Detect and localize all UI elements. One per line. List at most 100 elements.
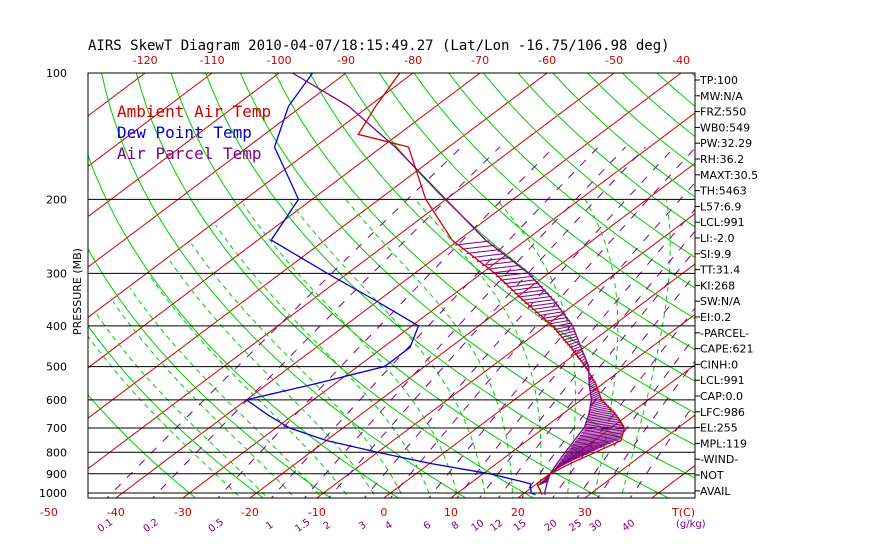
top-temperature-axis: -120 -110 -100 -90 -80 -70 -60 -50 -40	[133, 54, 690, 67]
mixing-ratio-line	[629, 402, 695, 498]
cape-hatch-line	[528, 302, 558, 308]
legend-entry: Dew Point Temp	[117, 123, 252, 142]
chart-title: AIRS SkewT Diagram 2010-04-07/18:15:49.2…	[88, 38, 670, 54]
legend-entry: Ambient Air Temp	[117, 102, 271, 121]
cape-hatch-line	[560, 456, 581, 462]
pressure-tick-label: 700	[46, 422, 67, 435]
cape-hatch-line	[562, 335, 578, 341]
cape-hatch-line	[503, 279, 537, 285]
bottom-temp-tick-label: -50	[40, 506, 58, 519]
bottom-temp-tick-label: 10	[444, 506, 458, 519]
cape-hatch-line	[561, 455, 584, 461]
mixing-ratio-label: 20	[543, 518, 560, 534]
cape-hatch-line	[562, 453, 587, 459]
cape-hatch-line	[584, 423, 624, 429]
isotherm-line	[517, 364, 695, 498]
index-label: TT:31.4	[699, 264, 740, 277]
cape-hatch-line	[548, 319, 570, 325]
moist-adiabat-line	[96, 313, 269, 498]
index-label: KI:268	[700, 279, 735, 292]
bottom-temp-tick-label: 0	[380, 506, 387, 519]
cape-hatch-line	[590, 392, 600, 398]
cape-hatch-line	[482, 260, 516, 266]
index-label: SI:9.9	[700, 248, 731, 261]
dry-adiabat-line	[656, 73, 695, 108]
mixing-ratio-line	[521, 273, 695, 498]
mixing-ratio-axis: 0.1 0.2 0.5 1 1.5 2 3 4 6 8 10 12 15 20 25 30 40	[96, 517, 637, 535]
moist-adiabat-line	[215, 224, 432, 498]
cape-hatch-line	[556, 461, 570, 467]
bottom-temp-tick-label: -30	[174, 506, 192, 519]
index-label: SW:N/A	[700, 295, 741, 308]
cape-hatch-line	[538, 480, 548, 485]
cape-hatch-line	[567, 447, 602, 453]
cape-hatch-line	[589, 406, 611, 412]
cape-hatch-line	[577, 434, 623, 440]
pressure-tick-label: 400	[46, 320, 67, 333]
cape-hatch-line	[524, 299, 555, 305]
index-label: TP:100	[699, 74, 738, 87]
cape-hatch-line	[510, 286, 543, 292]
cape-hatch-line	[551, 322, 573, 328]
cape-hatch-line	[574, 437, 622, 443]
top-temp-tick-label: -110	[200, 54, 225, 67]
legend: Ambient Air Temp Dew Point Temp Air Parcel…	[117, 102, 271, 163]
bottom-temp-tick-label: 20	[511, 506, 525, 519]
pressure-axis: 100 200 300 400 500 600 700 800 900 1000	[39, 67, 67, 500]
cape-hatch-line	[588, 411, 616, 417]
dry-adiabat-line	[135, 73, 535, 498]
cape-hatch-line	[583, 426, 625, 432]
top-temp-tick-label: -40	[672, 54, 690, 67]
cape-hatch-line	[584, 424, 625, 430]
pressure-tick-label: 300	[46, 267, 67, 280]
index-label: FRZ:550	[700, 106, 746, 119]
index-label: CINH:0	[700, 358, 738, 371]
top-temp-tick-label: -100	[267, 54, 292, 67]
cape-hatch-line	[507, 282, 540, 288]
cape-hatch-line	[589, 408, 613, 414]
top-temp-tick-label: -70	[471, 54, 489, 67]
cape-hatch-line	[461, 244, 495, 250]
mixing-ratio-line	[389, 147, 695, 498]
mixing-ratio-label: 8	[450, 520, 462, 533]
isotherm-line	[0, 73, 78, 502]
isotherm-line	[249, 162, 695, 498]
isotherm-line	[88, 73, 347, 268]
bottom-temp-tick-label: -40	[107, 506, 125, 519]
dry-adiabat-line	[88, 394, 197, 498]
series-line	[244, 72, 536, 496]
cape-hatch-line	[588, 413, 617, 419]
index-label: LI:-2.0	[700, 232, 735, 245]
cape-hatch-line	[571, 441, 614, 447]
cape-hatch-line	[555, 463, 567, 468]
isotherm-line	[383, 263, 695, 498]
cape-hatch-line	[499, 275, 534, 281]
cape-hatch-line	[553, 325, 574, 331]
cape-hatch-line	[466, 248, 501, 254]
mixing-ratio-label: 40	[620, 518, 637, 534]
mixing-ratio-label: 3	[357, 520, 369, 533]
cape-hatch-line	[563, 452, 590, 458]
dry-adiabat-line	[101, 73, 467, 498]
cape-hatch-line	[570, 442, 611, 448]
bottom-temperature-axis: -50 -40 -30 -20 -10 0 10 20 30	[40, 506, 592, 519]
cape-hatch-line	[579, 431, 623, 437]
cape-hatch-line	[491, 268, 526, 274]
cape-hatch-line	[556, 327, 575, 333]
bottom-temp-tick-label: 30	[578, 506, 592, 519]
cape-hatch-line	[589, 384, 598, 390]
cape-hatch-line	[590, 394, 601, 400]
cape-hatch-line	[557, 460, 572, 466]
cape-hatch-line	[590, 401, 606, 407]
cape-hatch-line	[521, 295, 552, 301]
mixing-ratio-label: 0.1	[96, 517, 115, 535]
mixing-ratio-label: 30	[588, 518, 605, 534]
temperature-unit-label: T(C)	[671, 506, 695, 519]
moist-adiabat-line	[242, 203, 459, 498]
top-temp-tick-label: -60	[538, 54, 556, 67]
cape-hatch-line	[591, 397, 603, 403]
cape-hatch-line	[587, 416, 619, 422]
mixing-ratio-label: 4	[383, 520, 395, 533]
pressure-tick-label: 500	[46, 361, 67, 374]
index-label: -WIND-	[700, 453, 738, 466]
